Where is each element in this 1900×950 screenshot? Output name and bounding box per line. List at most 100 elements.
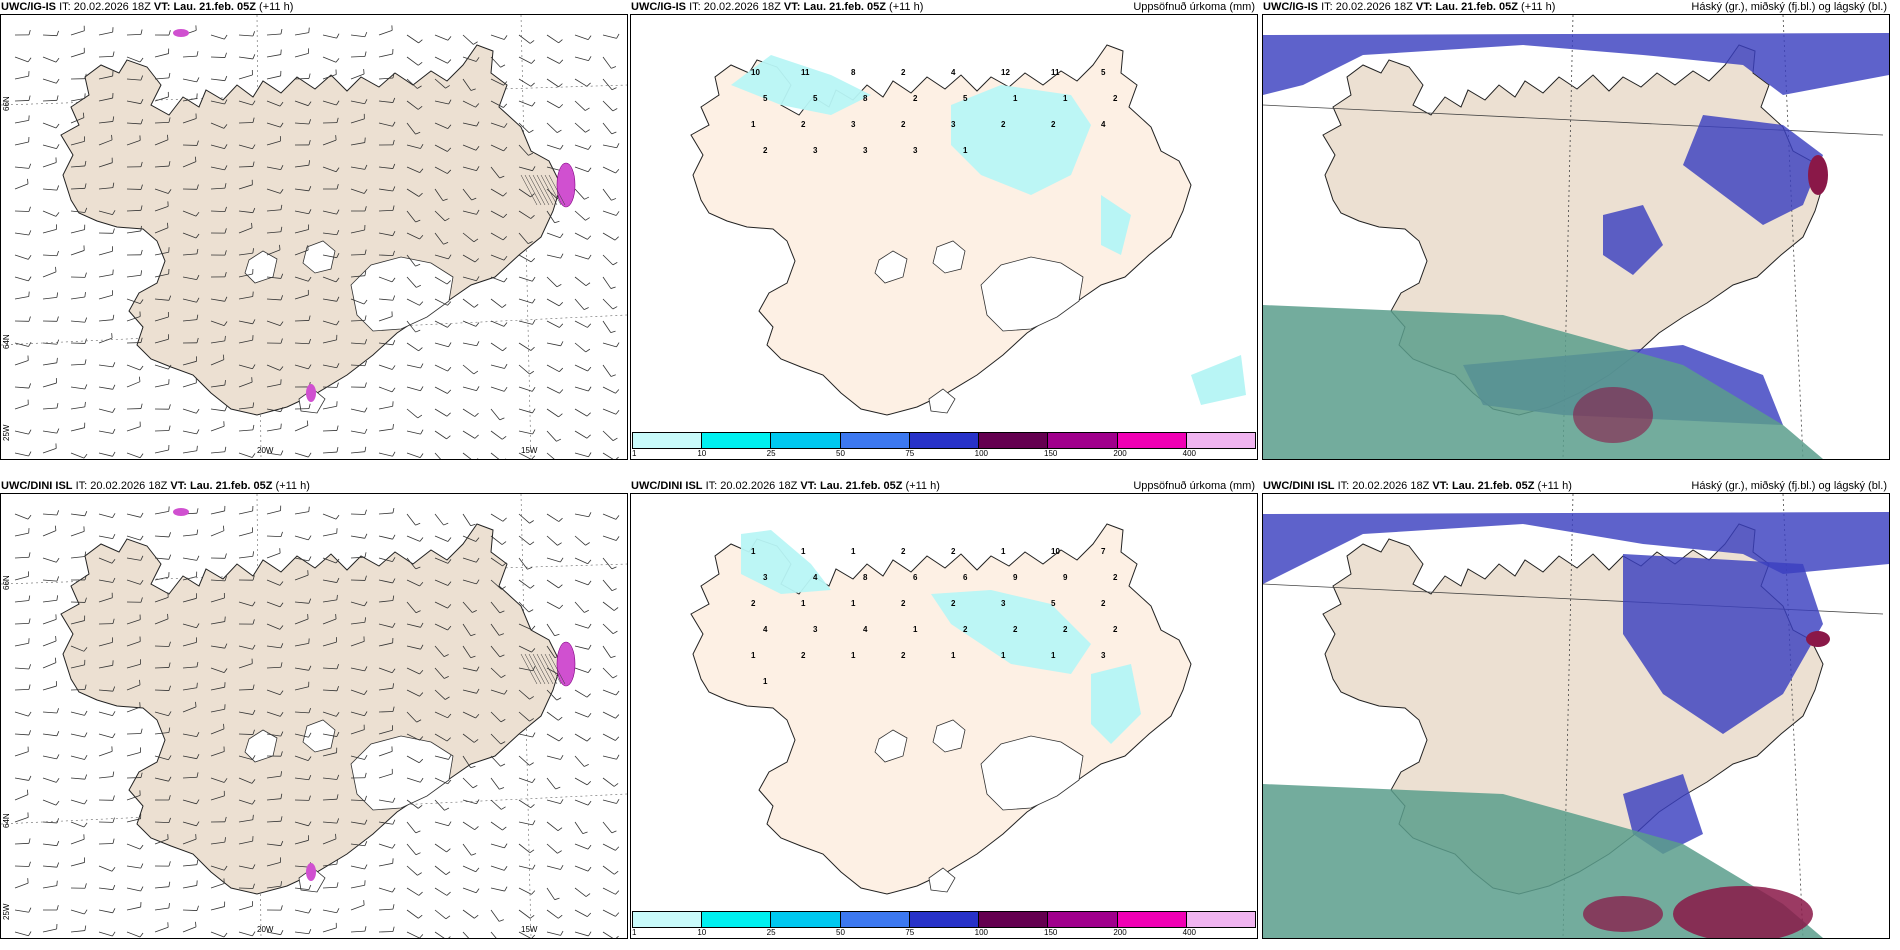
parallel-line xyxy=(1,84,627,106)
wind-barb xyxy=(70,386,85,390)
wind-barb xyxy=(182,799,197,805)
low-cloud xyxy=(1673,886,1813,938)
wind-barb xyxy=(434,364,448,372)
wind-barb xyxy=(350,275,365,278)
wind-barb xyxy=(70,117,85,124)
vt-value: Lau. 21.feb. 05Z xyxy=(819,480,903,492)
wind-barb-feather xyxy=(56,30,59,36)
wind-barb-feather xyxy=(336,774,340,780)
wind-barb xyxy=(322,74,337,80)
wind-barb xyxy=(490,821,503,831)
wind-barb xyxy=(238,144,253,150)
wind-barb xyxy=(406,557,417,570)
wind-barb-feather xyxy=(587,912,592,917)
wind-barb-feather xyxy=(392,904,395,910)
wind-barb-feather xyxy=(307,756,312,761)
wind-barb xyxy=(518,254,532,263)
wind-barb-feather xyxy=(56,250,59,256)
wind-barb xyxy=(350,755,365,760)
wind-barb xyxy=(434,821,449,827)
wind-barb-feather xyxy=(280,840,284,846)
precip-value: 5 xyxy=(813,94,818,103)
wind-barb-feather xyxy=(308,908,312,914)
wind-barb xyxy=(322,821,337,824)
wind-barb xyxy=(462,364,475,375)
wind-barb xyxy=(182,210,197,217)
wind-barb xyxy=(574,276,587,287)
wind-barb-feather xyxy=(503,123,508,128)
wind-barb-feather xyxy=(112,513,116,518)
hatch-line xyxy=(524,653,542,685)
wind-barb xyxy=(126,33,142,36)
wind-barb xyxy=(238,34,253,37)
wind-barb xyxy=(406,232,420,240)
wind-barb-feather xyxy=(612,630,618,635)
wind-barb-feather xyxy=(586,412,591,417)
wind-barb xyxy=(602,298,614,310)
wind-barb-feather xyxy=(475,103,480,108)
wind-barb-feather xyxy=(560,799,564,804)
wind-barb-feather xyxy=(252,551,255,557)
wind-barb-feather xyxy=(558,302,564,307)
wind-barb xyxy=(462,210,477,215)
colorbar-label: 75 xyxy=(905,928,915,937)
wind-barb-feather xyxy=(308,160,310,166)
wind-barb xyxy=(546,430,557,442)
wind-barb xyxy=(154,557,169,560)
wind-barb xyxy=(266,209,281,212)
wind-barb-feather xyxy=(364,446,367,452)
wind-barb xyxy=(154,596,169,603)
wind-barb xyxy=(210,728,225,735)
colorbar-label: 200 xyxy=(1113,449,1127,458)
wind-barb xyxy=(490,755,501,767)
wind-barb-feather xyxy=(28,383,32,389)
wind-barb-feather xyxy=(587,145,592,150)
wind-barb-feather xyxy=(558,737,563,742)
wind-barb xyxy=(294,229,309,234)
wind-barb xyxy=(406,579,420,587)
wind-barb xyxy=(546,689,557,701)
wind-barb xyxy=(574,865,589,872)
wind-barb xyxy=(518,78,532,87)
wind-barb-feather xyxy=(584,196,590,200)
wind-barb xyxy=(350,729,365,735)
wind-barb xyxy=(546,122,558,133)
wind-barb-feather xyxy=(279,321,284,326)
hatch-line xyxy=(544,653,562,685)
wind-barb-feather xyxy=(363,299,368,305)
wind-barb xyxy=(294,188,309,192)
precip-value: 8 xyxy=(863,94,868,103)
precip-value: 12 xyxy=(1001,68,1010,77)
wind-barb xyxy=(14,688,30,691)
wind-barb-feather xyxy=(447,604,452,609)
wind-barb xyxy=(574,755,585,767)
precip-area xyxy=(1091,664,1141,744)
wind-barb-feather xyxy=(84,597,87,603)
wind-barb xyxy=(378,862,393,867)
wind-barb xyxy=(126,641,141,647)
wind-barb xyxy=(462,689,477,694)
wind-barb xyxy=(238,429,253,432)
wind-barb-feather xyxy=(335,167,340,172)
wind-barb xyxy=(98,579,113,583)
wind-barb-feather xyxy=(112,711,116,716)
precip-value: 1 xyxy=(1051,651,1056,660)
precip-value: 2 xyxy=(901,120,906,129)
wind-barb-feather xyxy=(475,146,480,151)
wind-barb xyxy=(182,821,197,827)
wind-barb-feather xyxy=(558,517,563,522)
latitude-label: 66N xyxy=(2,96,11,111)
wind-barb xyxy=(266,775,281,779)
wind-barb xyxy=(434,623,448,631)
wind-barb xyxy=(350,689,365,695)
wind-barb xyxy=(462,232,475,243)
wind-barb xyxy=(238,799,253,805)
wind-barb-feather xyxy=(419,777,424,783)
wind-barb xyxy=(70,909,85,915)
wind-barb-feather xyxy=(55,123,60,129)
wind-barb xyxy=(154,188,169,194)
wind-barb-feather xyxy=(112,908,116,913)
wind-barb xyxy=(350,601,365,607)
wind-barb xyxy=(546,909,559,919)
wind-barb-feather xyxy=(28,684,31,690)
